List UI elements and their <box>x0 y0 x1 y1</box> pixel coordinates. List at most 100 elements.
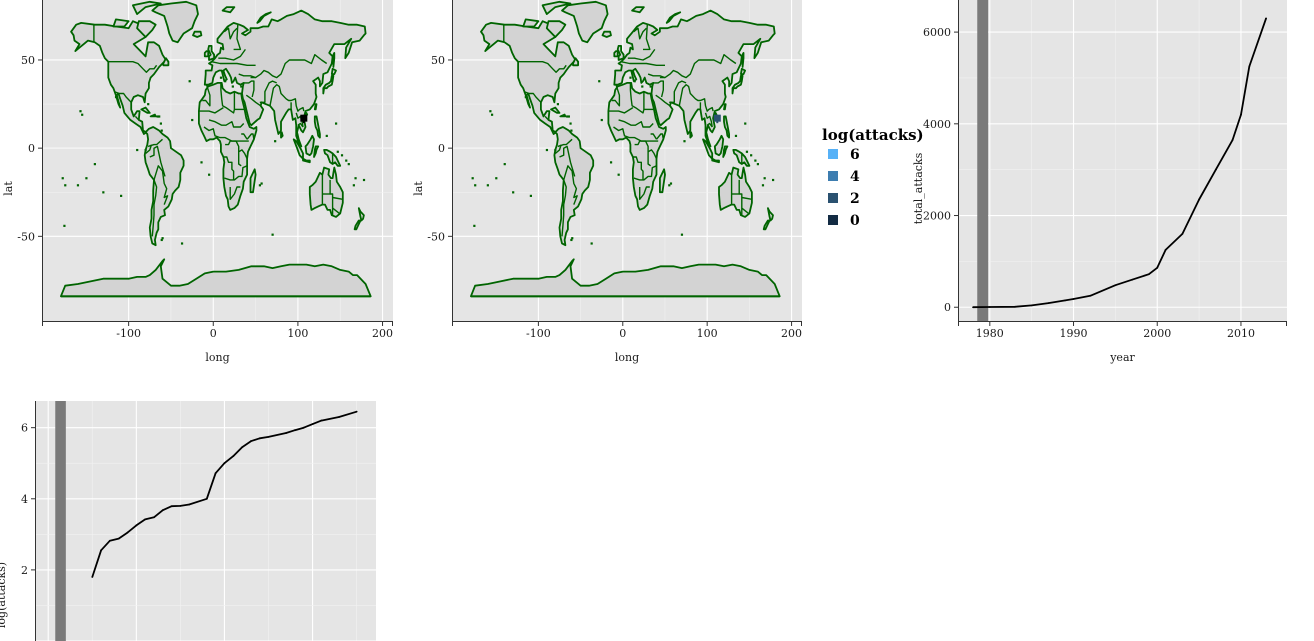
islet <box>347 163 350 166</box>
country-border <box>650 133 658 140</box>
country-north-america <box>480 20 577 135</box>
islet <box>258 184 262 187</box>
data-point <box>988 306 991 308</box>
islet <box>683 140 686 143</box>
x-tick-label: 2010 <box>1227 327 1255 340</box>
country-sumatra <box>292 138 304 160</box>
islet <box>744 122 747 125</box>
legend-label: 6 <box>850 147 860 163</box>
country-border <box>229 186 241 200</box>
data-point <box>117 537 120 540</box>
data-point <box>1030 304 1033 307</box>
country-border <box>611 84 621 107</box>
x-tick-label: -100 <box>526 327 551 340</box>
country-svalbard <box>631 6 645 14</box>
country-border <box>634 140 652 167</box>
country-border <box>329 179 334 216</box>
islet <box>489 110 492 113</box>
y-tick-label: 50 <box>431 54 445 67</box>
country-border <box>245 94 262 107</box>
islet <box>81 113 84 116</box>
data-point <box>1114 284 1117 287</box>
attack-markers <box>713 114 721 124</box>
country-hokkaido <box>330 67 337 75</box>
data-point <box>1231 138 1234 141</box>
islet <box>188 80 191 83</box>
islet <box>147 103 150 106</box>
land-polygons <box>470 0 781 298</box>
country-uk <box>207 45 215 61</box>
islet <box>160 129 163 132</box>
data-point <box>258 437 261 440</box>
legend-key <box>828 149 838 159</box>
country-north-america <box>70 20 167 135</box>
country-border <box>633 165 657 181</box>
country-border <box>153 165 169 205</box>
plot-background <box>35 401 376 641</box>
y-axis-title: lat <box>412 181 425 196</box>
islet <box>208 173 211 176</box>
country-sakhalin <box>332 52 336 68</box>
data-point <box>1089 294 1092 297</box>
y-tick-label: -50 <box>17 230 35 243</box>
islet <box>512 191 515 194</box>
islet <box>345 159 348 162</box>
islet <box>734 134 738 138</box>
country-sulawesi <box>722 145 729 158</box>
data-point <box>294 429 296 432</box>
islet <box>114 96 118 99</box>
country-border <box>238 149 248 159</box>
legend-label: 4 <box>850 169 860 185</box>
islet <box>231 85 234 88</box>
islet <box>63 224 66 227</box>
axes: 1980 1990 2000 2010 0 2000 4000 6000 year total_a… <box>912 0 1287 364</box>
islet <box>93 163 96 166</box>
country-newfoundland <box>572 57 579 67</box>
data-point <box>144 518 147 521</box>
country-border <box>233 24 242 51</box>
country-new-zealand-n <box>767 207 774 222</box>
country-japan <box>731 74 744 95</box>
data-point <box>179 504 182 507</box>
x-tick-label: 200 <box>781 327 802 340</box>
x-axis-title: year <box>1109 351 1135 364</box>
islet <box>200 161 203 164</box>
data-point <box>1265 17 1267 20</box>
country-new-zealand-s <box>353 219 362 231</box>
islet <box>85 177 88 180</box>
highlight-band <box>977 0 989 321</box>
legend-label: 0 <box>850 213 860 229</box>
x-axis-title: long <box>615 351 639 364</box>
country-madagascar <box>659 168 666 194</box>
country-border <box>250 54 328 79</box>
data-point <box>135 524 138 527</box>
country-border <box>704 112 713 128</box>
islet <box>617 173 620 176</box>
panel-1: -100 0 100 200 -50 0 50 long lat <box>2 0 393 364</box>
country-new-zealand-s <box>762 219 771 231</box>
country-border <box>259 80 277 103</box>
islet <box>160 238 163 242</box>
attack-marker <box>300 114 308 122</box>
country-ellesmere <box>541 0 572 15</box>
islet <box>180 242 184 245</box>
islet <box>240 85 243 88</box>
islet <box>144 148 147 152</box>
data-point <box>1131 278 1134 281</box>
islet <box>570 129 573 132</box>
country-ireland <box>203 50 210 58</box>
data-point <box>249 440 252 443</box>
country-baffin <box>136 20 157 38</box>
islet <box>260 182 263 185</box>
country-border <box>741 207 749 214</box>
country-antarctica <box>470 258 781 298</box>
y-tick-label: 2000 <box>923 210 951 223</box>
country-border <box>241 133 248 140</box>
country-border <box>297 122 304 128</box>
data-point <box>338 416 340 418</box>
country-border <box>134 115 140 121</box>
islet <box>79 110 82 113</box>
data-point <box>285 432 288 434</box>
legend-title: log(attacks) <box>822 126 924 144</box>
